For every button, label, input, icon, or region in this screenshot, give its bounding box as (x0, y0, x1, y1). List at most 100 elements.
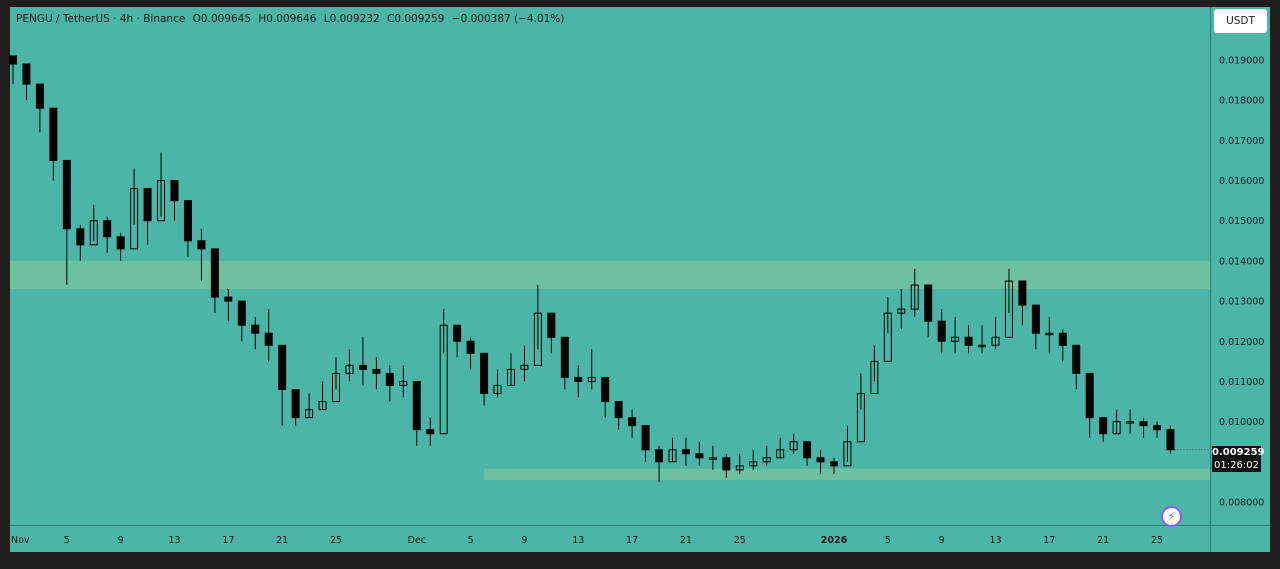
lightning-bolt-icon[interactable]: ⚡ (1161, 506, 1182, 527)
candle-body (1166, 429, 1175, 451)
x-tick-label: 9 (521, 535, 527, 546)
candle-body (1031, 304, 1040, 334)
candle-body (547, 312, 556, 338)
candle-body (560, 336, 569, 378)
candle-body (385, 372, 394, 386)
candle-body (722, 457, 731, 471)
candle-body (345, 364, 354, 374)
y-tick-label: 0.012000 (1219, 337, 1264, 348)
candle-body (803, 441, 812, 459)
candle-body (735, 465, 744, 471)
candle-body (170, 180, 179, 202)
candle-body (749, 461, 758, 467)
low-value: L0.009232 (323, 13, 380, 25)
candle-body (910, 284, 919, 310)
last-price-badge: 0.009259 01:26:02 (1212, 446, 1265, 472)
candle-body (1099, 417, 1108, 435)
support-zone (484, 468, 1210, 480)
candle-body (829, 461, 838, 467)
candle-body (89, 220, 98, 246)
candle-body (35, 83, 44, 109)
x-tick-label: 13 (168, 535, 180, 546)
currency-button[interactable]: USDT (1214, 9, 1267, 33)
x-tick-label: 5 (64, 535, 70, 546)
candle-body (1112, 421, 1121, 435)
candle-body (305, 409, 314, 419)
candle-body (103, 220, 112, 238)
candle-body (951, 336, 960, 342)
candle-body (76, 228, 85, 246)
candle-body (655, 449, 664, 463)
x-tick-label: 25 (330, 535, 342, 546)
x-tick-label: Dec (408, 535, 426, 546)
x-tick-label: 21 (276, 535, 288, 546)
candle-body (601, 376, 610, 403)
bar-countdown: 01:26:02 (1214, 460, 1259, 471)
candle-body (843, 441, 852, 467)
candle-body (22, 63, 31, 85)
candle-body (143, 188, 152, 222)
candle-body (1153, 425, 1161, 431)
y-tick-label: 0.010000 (1219, 417, 1264, 428)
close-value: C0.009259 (387, 13, 445, 25)
candle-body (870, 360, 879, 395)
x-tick-label: 17 (1043, 535, 1055, 546)
x-tick-label: 25 (734, 535, 746, 546)
candle-body (210, 248, 219, 298)
symbol-legend: PENGU / TetherUS · 4h · Binance O0.00964… (16, 13, 568, 25)
high-value: H0.009646 (258, 13, 317, 25)
x-tick-label: Nov (11, 535, 30, 546)
candle-body (251, 324, 260, 334)
candle-body (197, 240, 206, 250)
x-tick-label: 17 (626, 535, 638, 546)
candle-body (708, 457, 717, 460)
candle-body (668, 449, 677, 463)
candle-body (1058, 332, 1067, 346)
candle-body (399, 380, 408, 386)
y-tick-label: 0.014000 (1219, 256, 1264, 267)
resistance-zone (10, 260, 1210, 290)
candle-body (62, 159, 71, 230)
candle-body (332, 372, 341, 403)
y-tick-label: 0.019000 (1219, 56, 1264, 67)
candle-body (116, 236, 125, 250)
candle-body (587, 376, 596, 382)
candle-body (937, 320, 946, 342)
x-tick-label: 17 (222, 535, 234, 546)
candles-layer (9, 55, 1210, 482)
candle-body (1072, 344, 1081, 374)
change-value: −0.000387 (−4.01%) (451, 13, 565, 25)
y-axis-labels: 0.019000 0.018000 0.017000 0.016000 0.015000… (1219, 56, 1264, 509)
candle-body (264, 332, 273, 346)
x-axis-labels: Nov 5 9 13 17 21 25 Dec 5 9 13 17 21 25 2026 5 9 13 17 21 25 (11, 535, 1163, 546)
zones-layer (10, 260, 1210, 480)
x-tick-label: 9 (118, 535, 124, 546)
candle-body (641, 425, 650, 451)
candle-body (533, 312, 542, 366)
candle-body (506, 368, 515, 386)
candle-body (776, 449, 785, 459)
candle-body (789, 441, 798, 451)
x-tick-label: 13 (572, 535, 584, 546)
candle-body (157, 180, 166, 222)
x-tick-label: 5 (885, 535, 891, 546)
candle-body (574, 376, 583, 382)
candle-body (183, 200, 192, 242)
open-value: O0.009645 (192, 13, 252, 25)
candle-body (1004, 280, 1013, 338)
candle-body (681, 449, 690, 455)
y-tick-label: 0.011000 (1219, 377, 1264, 388)
y-tick-label: 0.008000 (1219, 498, 1264, 509)
candle-body (372, 368, 381, 374)
candle-body (278, 344, 287, 390)
candle-body (49, 107, 58, 161)
last-price-value: 0.009259 (1212, 447, 1265, 458)
candle-body (762, 457, 771, 463)
time-axis-background (10, 525, 1210, 552)
candle-body (412, 380, 421, 431)
x-tick-label: 21 (680, 535, 692, 546)
x-tick-label: 21 (1097, 535, 1109, 546)
candle-body (224, 296, 233, 302)
